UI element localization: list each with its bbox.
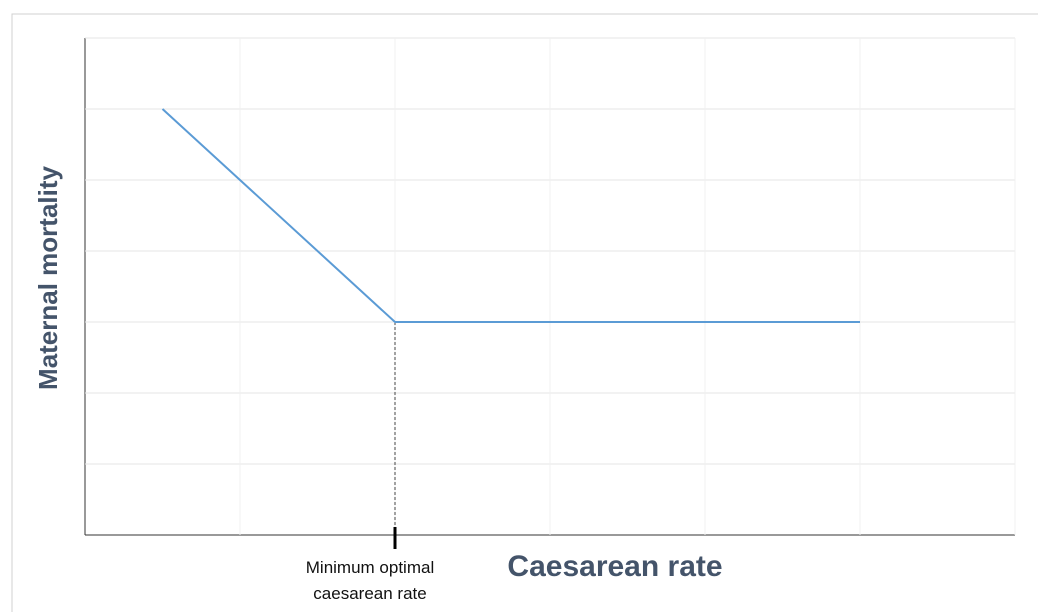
y-axis-label: Maternal mortality <box>33 165 63 389</box>
line <box>161 108 860 323</box>
x-axis-label: Caesarean rate <box>507 550 722 583</box>
frame <box>11 13 1038 612</box>
annotation: Minimum optimal caesarean rate <box>305 558 435 603</box>
